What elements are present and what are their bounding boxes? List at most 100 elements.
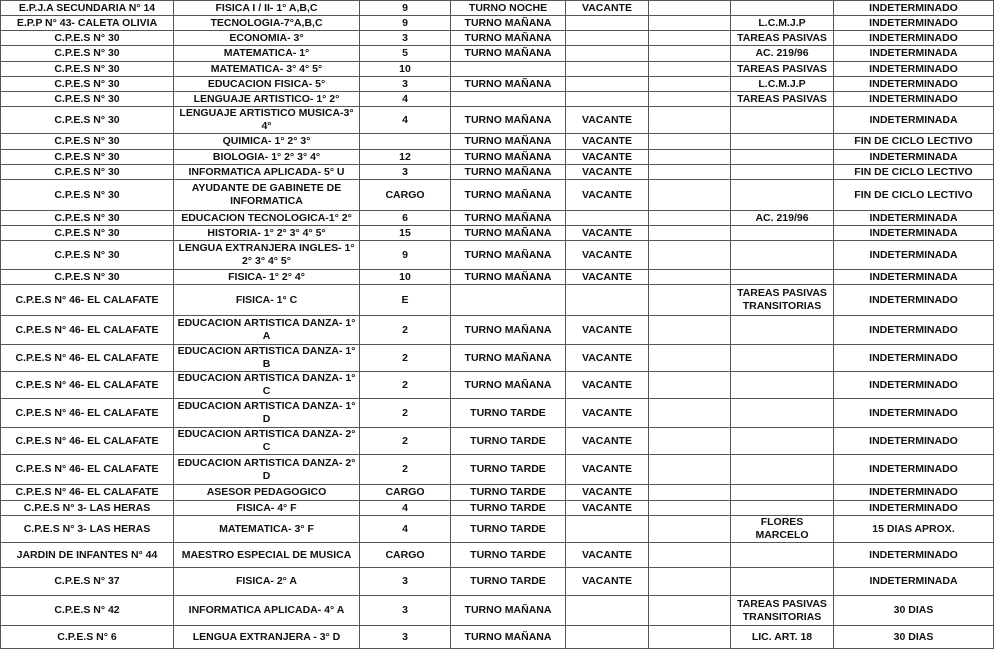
school-cell: C.P.E.S N° 46- EL CALAFATE	[0, 427, 174, 455]
empty-cell	[648, 225, 731, 241]
subject-cell: MAESTRO ESPECIAL DE MUSICA	[173, 542, 360, 568]
school-cell: C.P.E.S N° 46- EL CALAFATE	[0, 454, 174, 485]
empty-cell	[648, 15, 731, 31]
duration-cell: INDETERMINADO	[833, 76, 994, 92]
reason-cell	[730, 500, 834, 516]
empty-cell	[648, 210, 731, 226]
table-row: C.P.E.S N° 46- EL CALAFATE EDUCACION ARTI…	[0, 344, 994, 372]
status-cell: VACANTE	[565, 179, 649, 211]
shift-cell: TURNO MAÑANA	[450, 225, 566, 241]
table-row: E.P.J.A SECUNDARIA N° 14 FISICA I / II- 1…	[0, 0, 994, 16]
hours-cell: 2	[359, 427, 451, 455]
status-cell: VACANTE	[565, 454, 649, 485]
reason-cell	[730, 269, 834, 285]
hours-cell: 12	[359, 149, 451, 165]
table-row: C.P.E.S N° 30 MATEMATICA- 1° 5 TURNO MAÑANA…	[0, 45, 994, 62]
school-cell: C.P.E.S N° 3- LAS HERAS	[0, 500, 174, 516]
table-row: C.P.E.S N° 30 LENGUA EXTRANJERA INGLES- 1…	[0, 240, 994, 270]
reason-cell	[730, 240, 834, 270]
school-cell: C.P.E.S N° 42	[0, 595, 174, 626]
shift-cell: TURNO MAÑANA	[450, 179, 566, 211]
empty-cell	[648, 595, 731, 626]
subject-cell: FISICA- 1° C	[173, 284, 360, 316]
empty-cell	[648, 284, 731, 316]
hours-cell: 5	[359, 45, 451, 62]
duration-cell: FIN DE CICLO LECTIVO	[833, 164, 994, 180]
empty-cell	[648, 344, 731, 372]
school-cell: C.P.E.S N° 30	[0, 179, 174, 211]
school-cell: C.P.E.S N° 6	[0, 625, 174, 649]
reason-cell	[730, 454, 834, 485]
shift-cell	[450, 61, 566, 77]
table-row: C.P.E.S N° 46- EL CALAFATE EDUCACION ARTI…	[0, 454, 994, 485]
duration-cell: 15 DIAS APROX.	[833, 515, 994, 543]
hours-cell: CARGO	[359, 542, 451, 568]
school-cell: C.P.E.S N° 30	[0, 133, 174, 150]
empty-cell	[648, 0, 731, 16]
hours-cell: 2	[359, 315, 451, 345]
shift-cell: TURNO MAÑANA	[450, 344, 566, 372]
empty-cell	[648, 106, 731, 134]
subject-cell: INFORMATICA APLICADA- 4° A	[173, 595, 360, 626]
empty-cell	[648, 484, 731, 501]
shift-cell: TURNO MAÑANA	[450, 625, 566, 649]
shift-cell: TURNO MAÑANA	[450, 76, 566, 92]
school-cell: C.P.E.S N° 46- EL CALAFATE	[0, 315, 174, 345]
table-row: C.P.E.S N° 30 EDUCACION FISICA- 5° 3 TURNO …	[0, 76, 994, 92]
table-row: C.P.E.S N° 30 LENGUAJE ARTISTICO- 1° 2° 4 T…	[0, 91, 994, 107]
status-cell	[565, 45, 649, 62]
duration-cell: INDETERMINADA	[833, 240, 994, 270]
subject-cell: FISICA- 4° F	[173, 500, 360, 516]
shift-cell: TURNO MAÑANA	[450, 15, 566, 31]
subject-cell: MATEMATICA- 3° F	[173, 515, 360, 543]
hours-cell: 15	[359, 225, 451, 241]
empty-cell	[648, 149, 731, 165]
subject-cell: HISTORIA- 1° 2° 3° 4° 5°	[173, 225, 360, 241]
reason-cell	[730, 179, 834, 211]
shift-cell: TURNO MAÑANA	[450, 133, 566, 150]
shift-cell: TURNO MAÑANA	[450, 240, 566, 270]
duration-cell: INDETERMINADO	[833, 427, 994, 455]
subject-cell: EDUCACION ARTISTICA DANZA- 2° C	[173, 427, 360, 455]
hours-cell: 4	[359, 500, 451, 516]
table-row: C.P.E.S N° 30 BIOLOGIA- 1° 2° 3° 4° 12 TURN…	[0, 149, 994, 165]
status-cell: VACANTE	[565, 542, 649, 568]
status-cell: VACANTE	[565, 500, 649, 516]
reason-cell: TAREAS PASIVAS	[730, 30, 834, 46]
hours-cell: 9	[359, 0, 451, 16]
subject-cell: LENGUA EXTRANJERA - 3° D	[173, 625, 360, 649]
hours-cell: E	[359, 284, 451, 316]
table-row: C.P.E.S N° 46- EL CALAFATE EDUCACION ARTI…	[0, 315, 994, 345]
subject-cell: ECONOMIA- 3°	[173, 30, 360, 46]
empty-cell	[648, 398, 731, 428]
duration-cell: INDETERMINADA	[833, 210, 994, 226]
table-row: C.P.E.S N° 46- EL CALAFATE EDUCACION ARTI…	[0, 371, 994, 399]
status-cell	[565, 15, 649, 31]
duration-cell: INDETERMINADO	[833, 315, 994, 345]
shift-cell: TURNO MAÑANA	[450, 149, 566, 165]
empty-cell	[648, 133, 731, 150]
school-cell: C.P.E.S N° 30	[0, 61, 174, 77]
subject-cell: EDUCACION TECNOLOGICA-1° 2°	[173, 210, 360, 226]
table-row: JARDIN DE INFANTES N° 44 MAESTRO ESPECIAL…	[0, 542, 994, 568]
duration-cell: INDETERMINADO	[833, 15, 994, 31]
status-cell: VACANTE	[565, 398, 649, 428]
reason-cell: TAREAS PASIVAS TRANSITORIAS	[730, 284, 834, 316]
school-cell: E.P.J.A SECUNDARIA N° 14	[0, 0, 174, 16]
reason-cell: L.C.M.J.P	[730, 15, 834, 31]
subject-cell: ASESOR PEDAGOGICO	[173, 484, 360, 501]
reason-cell	[730, 427, 834, 455]
empty-cell	[648, 91, 731, 107]
duration-cell: INDETERMINADA	[833, 567, 994, 596]
shift-cell: TURNO TARDE	[450, 454, 566, 485]
shift-cell: TURNO MAÑANA	[450, 164, 566, 180]
reason-cell: AC. 219/96	[730, 45, 834, 62]
school-cell: C.P.E.S N° 46- EL CALAFATE	[0, 398, 174, 428]
school-cell: C.P.E.S N° 30	[0, 149, 174, 165]
subject-cell: MATEMATICA- 1°	[173, 45, 360, 62]
status-cell: VACANTE	[565, 106, 649, 134]
